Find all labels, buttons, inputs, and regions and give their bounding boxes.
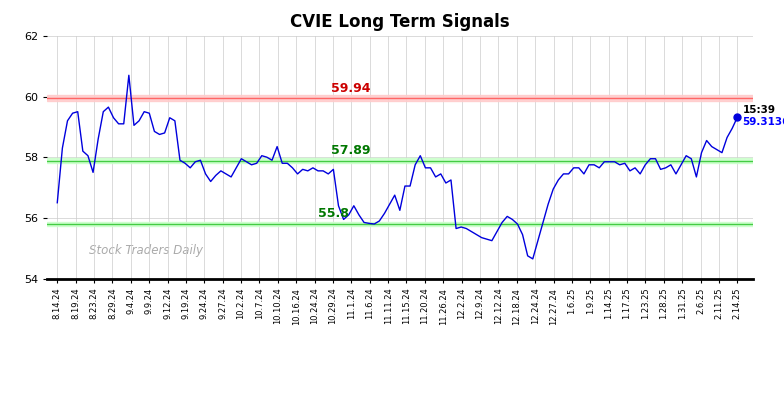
Title: CVIE Long Term Signals: CVIE Long Term Signals xyxy=(290,14,510,31)
Text: 59.3136: 59.3136 xyxy=(742,117,784,127)
Text: 59.94: 59.94 xyxy=(332,82,371,95)
Text: 57.89: 57.89 xyxy=(332,144,371,157)
Bar xyxy=(47,95,753,101)
Bar xyxy=(47,222,753,226)
Text: 55.8: 55.8 xyxy=(318,207,349,220)
Text: 15:39: 15:39 xyxy=(742,105,775,115)
Bar xyxy=(47,158,753,163)
Text: Stock Traders Daily: Stock Traders Daily xyxy=(89,244,203,257)
